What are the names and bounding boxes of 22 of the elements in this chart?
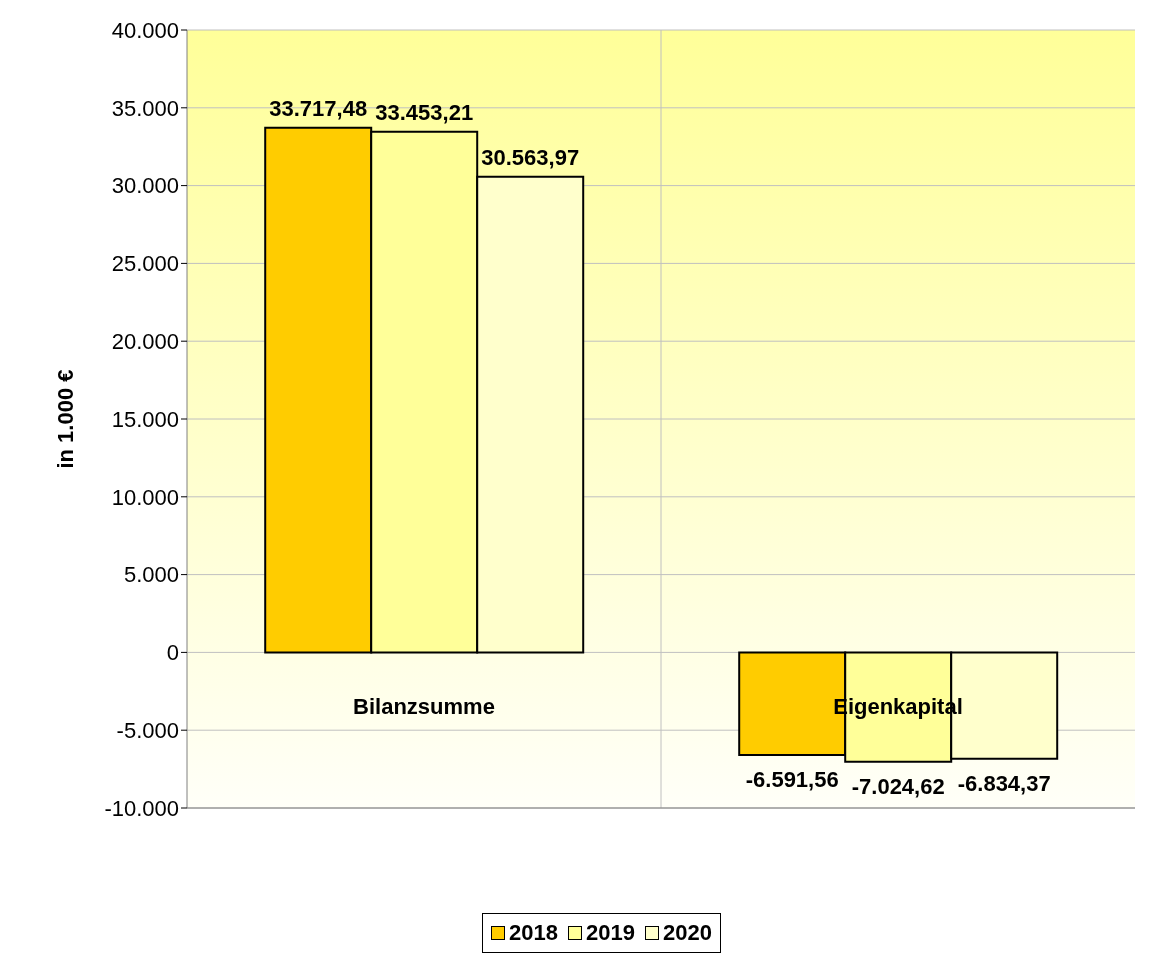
y-tick-label: 10.000 <box>111 484 179 510</box>
data-label: -7.024,62 <box>851 773 945 799</box>
y-tick-label: 40.000 <box>111 17 179 43</box>
y-tick-label: 20.000 <box>111 329 179 355</box>
y-tick-label: -5.000 <box>116 718 179 744</box>
data-label: -6.591,56 <box>745 766 839 792</box>
y-tick-label: 5.000 <box>123 562 179 588</box>
y-tick-label: 35.000 <box>111 95 179 121</box>
x-tick-label: Bilanzsumme <box>353 694 495 720</box>
y-axis-title: in 1.000 € <box>52 369 78 469</box>
data-label: 33.453,21 <box>375 99 474 125</box>
y-tick-label: 0 <box>166 640 179 666</box>
legend-label: 2020 <box>662 920 712 946</box>
data-label: -6.834,37 <box>957 770 1051 796</box>
data-label: 30.563,97 <box>481 144 580 170</box>
y-tick-label: 30.000 <box>111 173 179 199</box>
y-tick-label: 15.000 <box>111 406 179 432</box>
y-tick-label: -10.000 <box>104 795 179 821</box>
data-label: 33.717,48 <box>269 95 368 121</box>
legend-label: 2018 <box>509 920 559 946</box>
legend-label: 2019 <box>586 920 635 946</box>
y-tick-label: 25.000 <box>111 251 179 277</box>
